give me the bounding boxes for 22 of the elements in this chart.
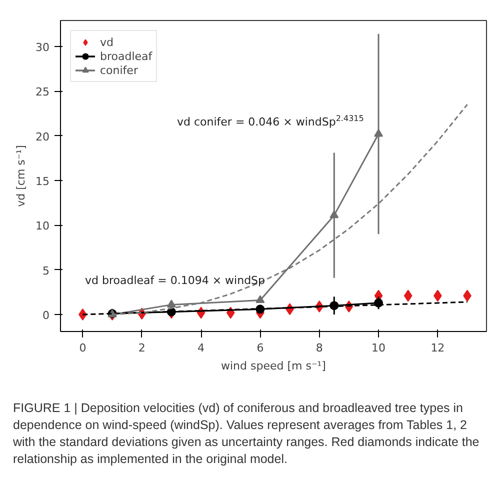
- y-tick-label: 0: [42, 309, 50, 322]
- annotation: vd conifer = 0.046 × windSp$^{2.4315}$: [177, 113, 364, 130]
- caption: FIGURE 1 | Deposition velocities (vd) of coniferous and broadleaved tree types in dependence on wind-speed (windSp). Values represent averages from Tables 1, 2 with the standard deviations given as uncertainty ranges. Red diamonds indicate the relationship as implemented in the original model.: [13, 400, 480, 468]
- x-tick-label: 6: [256, 342, 264, 354]
- y-tick-label: 25: [36, 86, 50, 99]
- x-tick-label: 4: [198, 342, 205, 354]
- y-axis-title: vd [cm s⁻¹]: [14, 145, 28, 207]
- y-tick-label: 20: [36, 130, 50, 144]
- x-tick-label: 12: [430, 342, 445, 354]
- x-axis-title: wind speed [m s⁻¹]: [221, 360, 326, 372]
- x-tick-label: 8: [316, 342, 323, 354]
- x-tick-label: 10: [372, 342, 386, 354]
- x-tick-label: 0: [79, 342, 86, 354]
- y-tick-label: 30: [36, 40, 50, 54]
- x-tick-label: 2: [138, 342, 146, 354]
- y-tick-label: 10: [36, 220, 50, 233]
- y-tick-label: 5: [42, 264, 50, 278]
- legend-label: conifer: [100, 63, 138, 77]
- annotation: vd broadleaf = 0.1094 × windSp: [85, 273, 266, 289]
- legend-label: broadleaf: [100, 49, 152, 63]
- legend-label: vd: [100, 35, 114, 49]
- y-tick-label: 15: [36, 174, 50, 188]
